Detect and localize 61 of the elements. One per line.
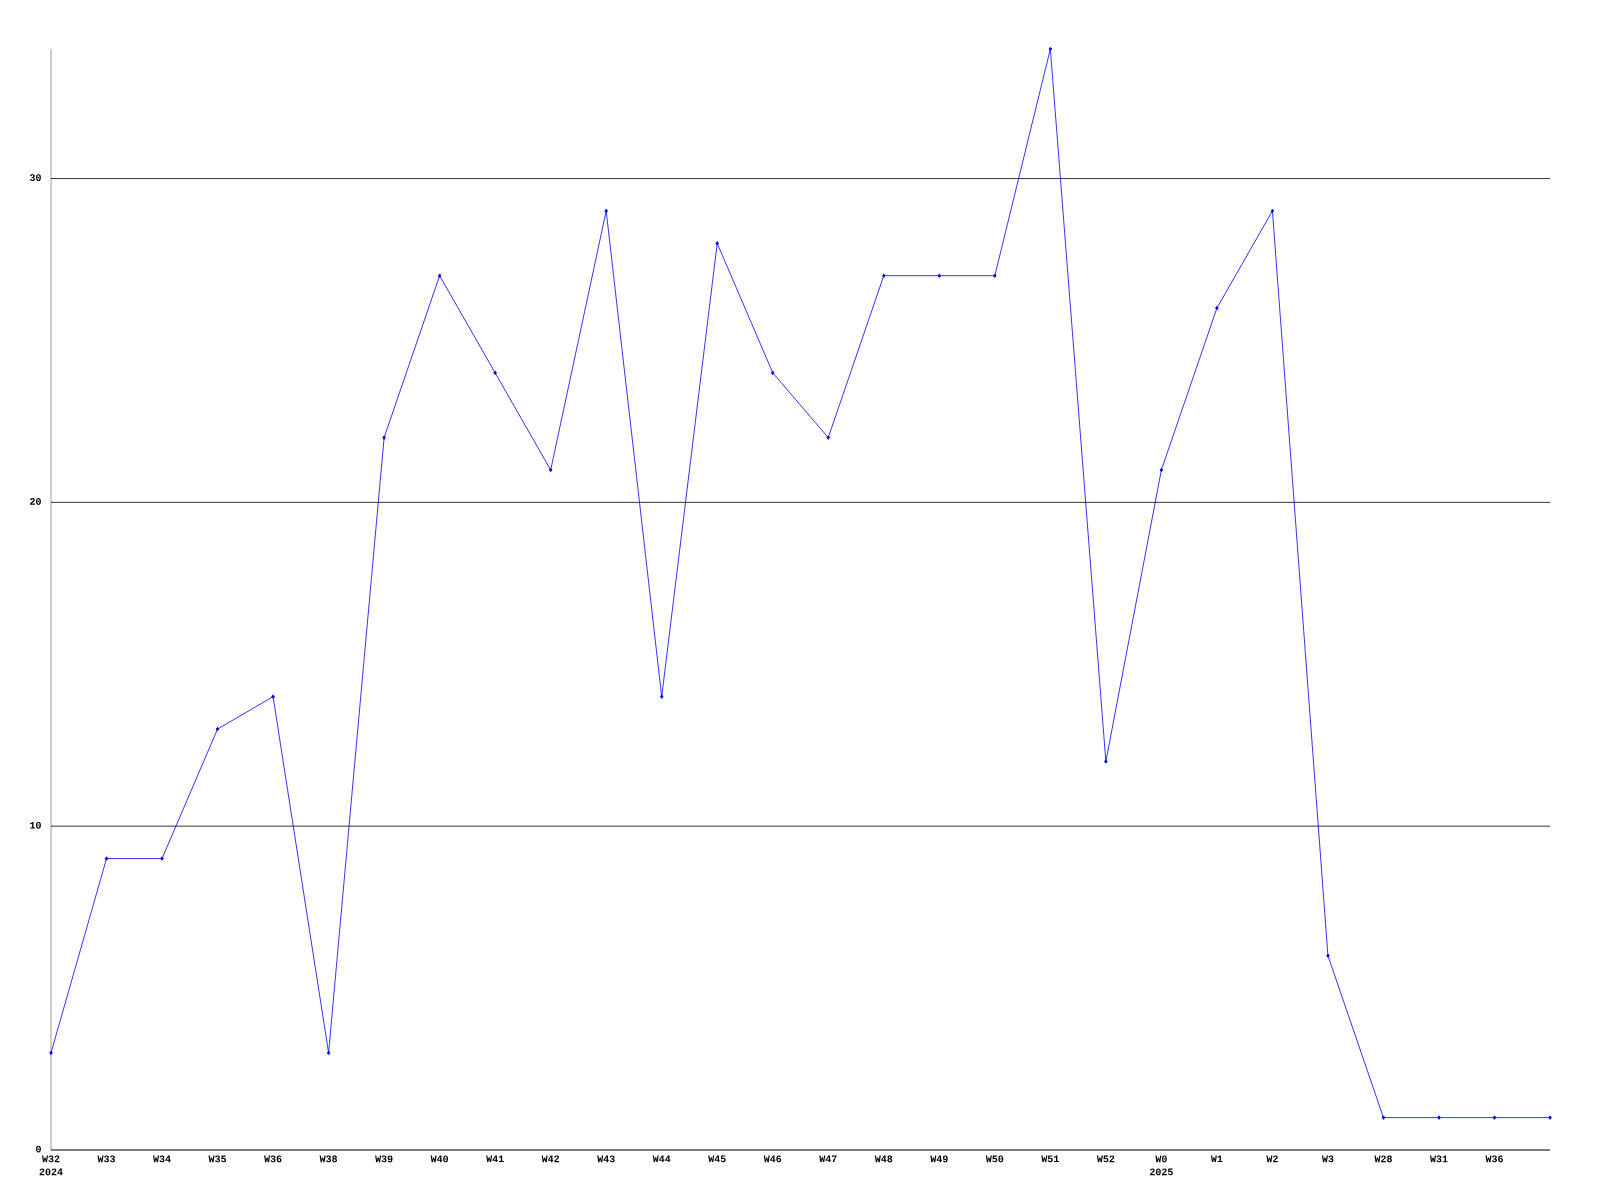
x-tick-label: W51 <box>1041 1155 1059 1163</box>
x-tick-label: W0 <box>1155 1155 1167 1163</box>
x-tick-label: W34 <box>153 1155 171 1163</box>
x-tick-label: W1 <box>1210 1155 1223 1163</box>
x-tick-label: W38 <box>319 1155 338 1163</box>
x-tick-label: W39 <box>375 1155 393 1163</box>
x-tick-label: W52 <box>1096 1155 1115 1163</box>
x-tick-label: W28 <box>1374 1155 1392 1163</box>
point <box>382 435 386 440</box>
point <box>715 241 719 246</box>
point <box>1048 46 1053 52</box>
point <box>659 694 664 699</box>
text: 2025 <box>1149 1168 1173 1176</box>
x-tick-label: W33 <box>97 1155 116 1163</box>
y-tick-label: 30 <box>29 174 41 182</box>
point <box>882 273 886 278</box>
y-tick-label: 0 <box>36 1145 41 1153</box>
point <box>493 370 497 376</box>
x-tick-label: W36 <box>1485 1155 1503 1163</box>
x-tick-label: W35 <box>208 1155 227 1163</box>
point <box>604 208 608 214</box>
point <box>826 435 831 440</box>
x-tick-label: W50 <box>985 1155 1004 1163</box>
text: 2024 <box>39 1168 63 1176</box>
x-tick-label: W40 <box>430 1155 449 1163</box>
point <box>1270 208 1275 214</box>
point <box>937 273 942 278</box>
x-tick-label: W3 <box>1321 1155 1334 1163</box>
x-tick-label: W2 <box>1266 1155 1278 1163</box>
point <box>215 726 220 732</box>
x-tick-label: W42 <box>541 1155 560 1163</box>
x-tick-label: W48 <box>874 1155 893 1163</box>
y-tick-label: 10 <box>30 821 41 829</box>
x-tick-label: W43 <box>597 1155 615 1163</box>
x-tick-label: W45 <box>708 1155 726 1163</box>
x-tick-label: W47 <box>819 1155 837 1163</box>
x-tick-label: W46 <box>763 1155 782 1163</box>
point <box>1159 467 1164 473</box>
point <box>1326 953 1330 958</box>
point <box>326 1050 331 1056</box>
point <box>104 856 109 861</box>
x-tick-label: W31 <box>1429 1155 1448 1163</box>
point <box>437 273 442 278</box>
x-tick-label: W32 <box>42 1155 60 1163</box>
point <box>771 370 775 376</box>
point <box>271 694 275 699</box>
x-tick-label: W36 <box>264 1155 282 1163</box>
point <box>49 1050 53 1056</box>
x-tick-label: W49 <box>930 1155 948 1163</box>
point <box>1548 1115 1552 1120</box>
point <box>1381 1115 1386 1120</box>
x-tick-label: W44 <box>652 1155 671 1163</box>
point <box>993 273 997 278</box>
x-tick-label: W41 <box>486 1155 504 1163</box>
point <box>1215 305 1219 311</box>
point <box>1492 1115 1497 1120</box>
point <box>160 856 164 861</box>
y-tick-label: 20 <box>30 498 41 505</box>
point <box>548 467 553 473</box>
point <box>1104 759 1108 764</box>
point <box>1437 1115 1441 1120</box>
